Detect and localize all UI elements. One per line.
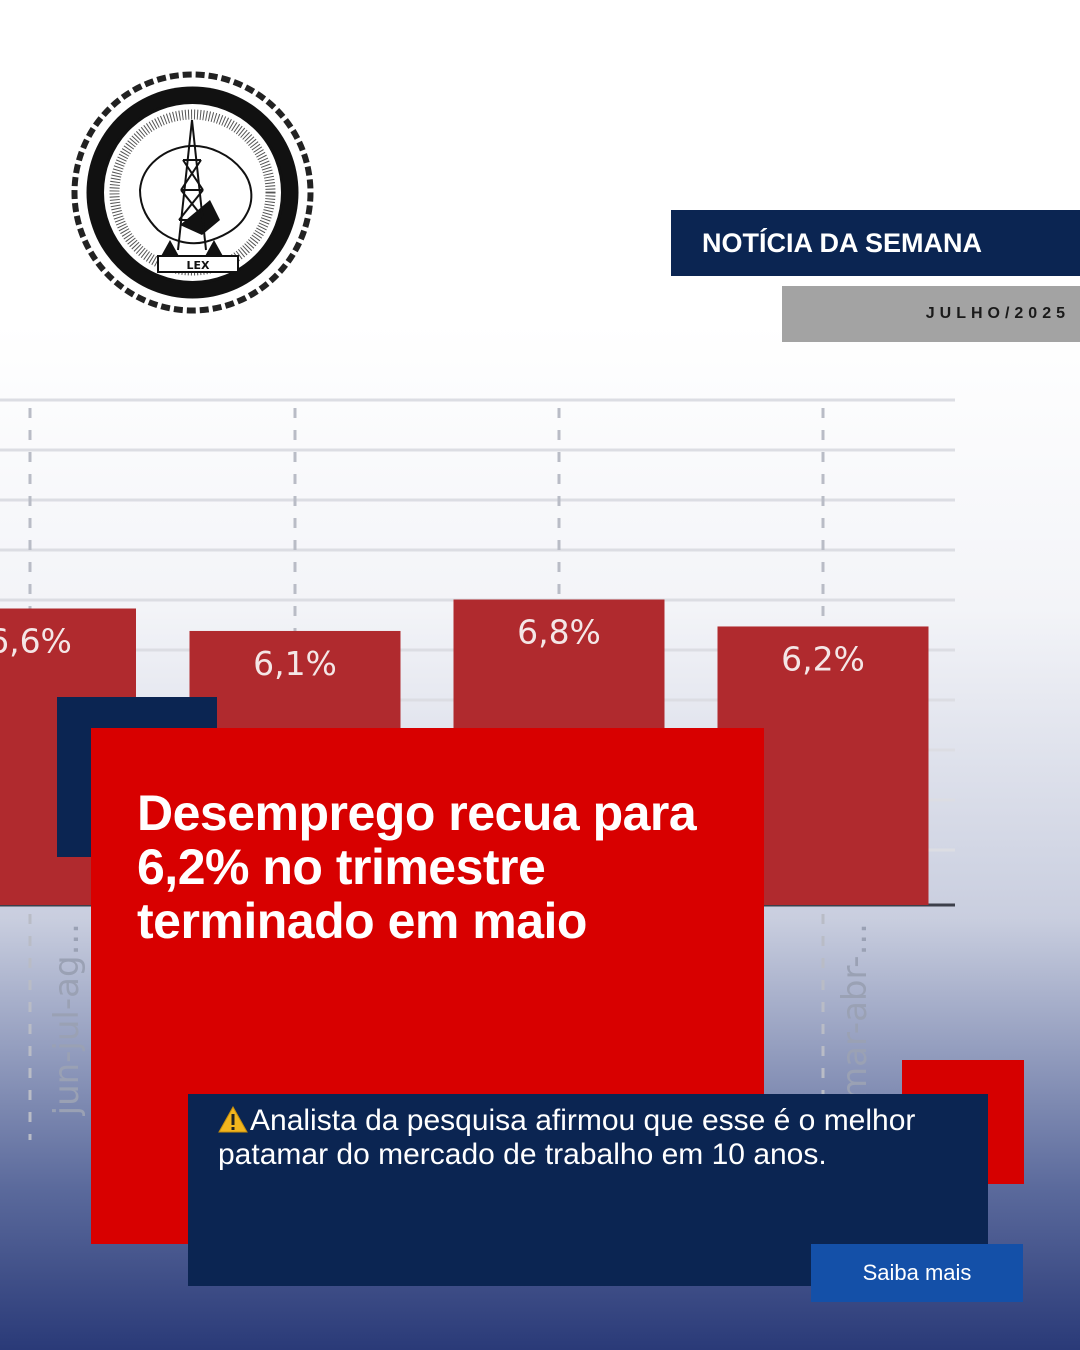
learn-more-button[interactable]: Saiba mais (811, 1244, 1023, 1302)
chart-data-label: 6,2% (781, 639, 865, 678)
chart-tick-label: mar-abr-... (835, 923, 875, 1100)
lex-seal-logo: LEX (71, 71, 314, 314)
info-message: Analista da pesquisa afirmou que esse é … (218, 1104, 916, 1171)
svg-text:LEX: LEX (186, 259, 210, 272)
warning-icon (218, 1106, 248, 1133)
chart-tick-label: jun-jul-ag... (47, 923, 87, 1116)
headline-title: Desemprego recua para 6,2% no trimestre … (137, 785, 697, 949)
info-text: Analista da pesquisa afirmou que esse é … (218, 1104, 948, 1172)
chart-tick-labels: jun-jul-ag... mar-abr-... (47, 923, 875, 1116)
news-of-the-week-tag: NOTÍCIA DA SEMANA (671, 210, 1080, 276)
chart-data-labels: 6,6% 6,1% 6,8% 6,2% (0, 613, 865, 683)
date-tag: JULHO/2025 (782, 286, 1080, 342)
chart-data-label: 6,1% (253, 644, 337, 683)
chart-data-label: 6,8% (517, 613, 601, 652)
chart-data-label: 6,6% (0, 622, 72, 661)
